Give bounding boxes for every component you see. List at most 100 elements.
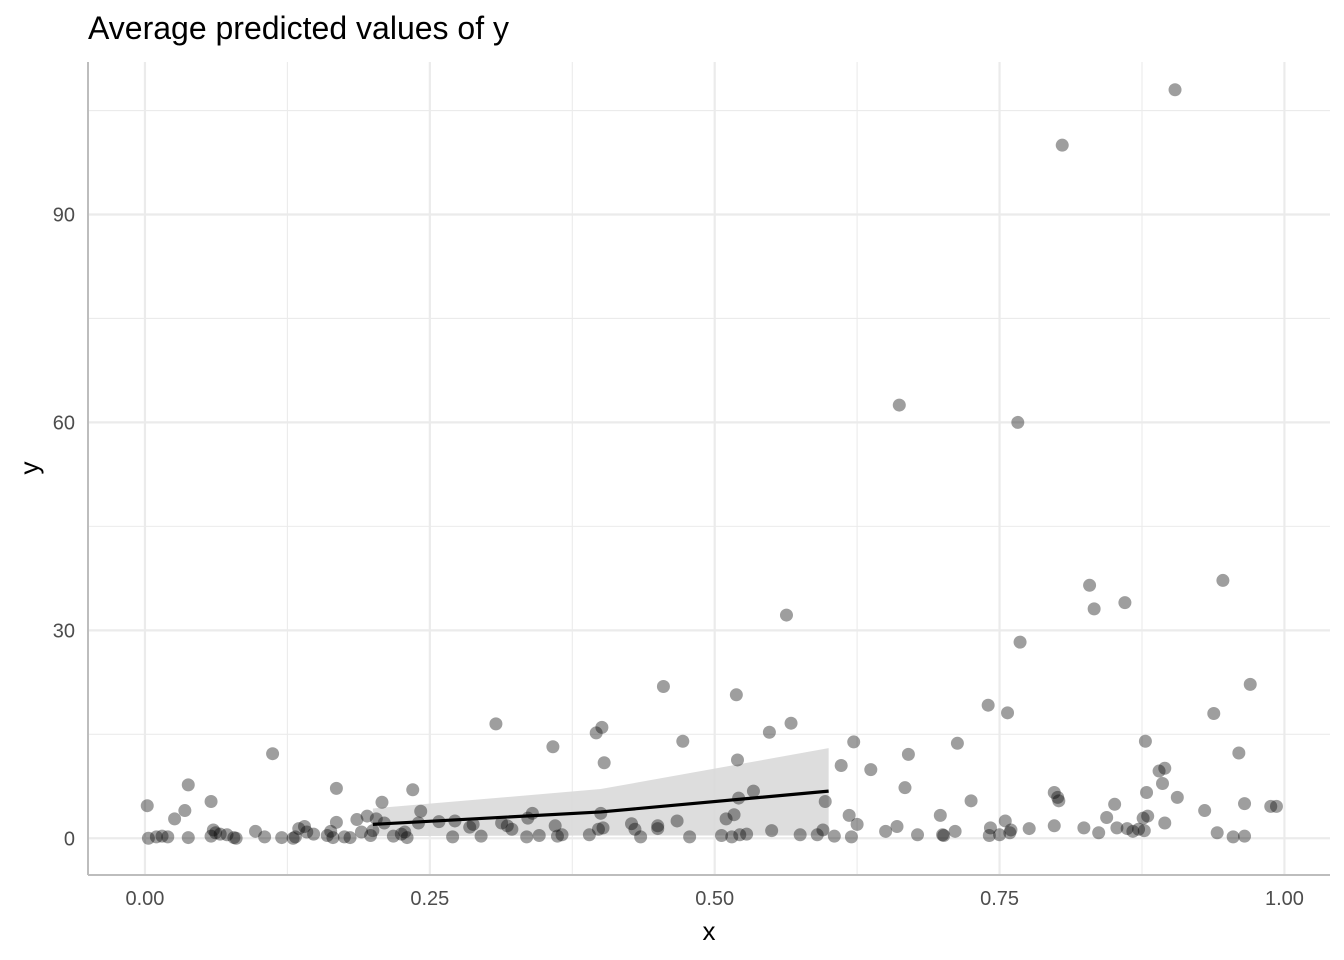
x-tick-label: 0.50 [695,888,734,910]
data-point [155,829,169,843]
y-tick-label: 30 [53,620,75,642]
x-tick-label: 0.00 [126,888,165,910]
data-point [343,831,357,845]
data-point [1198,804,1212,818]
data-point [204,795,218,809]
data-point [740,827,754,841]
data-point [555,828,569,842]
data-point [1243,677,1257,691]
data-point [178,804,192,818]
data-point [520,830,534,844]
data-point [292,822,306,836]
data-point [1238,797,1252,811]
data-point [548,819,562,833]
y-tick-label: 60 [53,412,75,434]
data-point [595,720,609,734]
data-point [937,828,951,842]
data-point [784,716,798,730]
data-point [320,828,334,842]
points-layer [140,83,1283,845]
data-point [1238,829,1252,843]
data-point [948,824,962,838]
data-point [297,819,311,833]
data-point [1118,596,1132,610]
data-point [446,830,460,844]
data-point [1158,761,1172,775]
data-point [596,821,610,835]
data-point [683,830,697,844]
data-point [1138,734,1152,748]
data-point [983,821,997,835]
data-point [827,829,841,843]
data-point [765,824,779,838]
data-point [818,795,832,809]
data-point [651,822,665,836]
data-point [1055,138,1069,152]
data-point [597,756,611,770]
data-point [149,830,163,844]
data-point [1269,799,1283,813]
data-point [911,828,925,842]
data-point [209,826,223,840]
data-point [307,827,321,841]
data-point [206,823,220,837]
data-point [248,824,262,838]
data-point [1210,826,1224,840]
prediction-line-layer [372,789,829,827]
x-tick-label: 0.25 [410,888,449,910]
data-point [505,822,519,836]
data-point [406,783,420,797]
data-point [1011,415,1025,429]
data-point [286,831,300,845]
data-point [1022,822,1036,836]
data-point [733,828,747,842]
data-point [369,812,383,826]
data-point [898,781,912,795]
data-point [141,831,155,845]
data-point [793,828,807,842]
data-point [656,679,670,693]
data-point [1087,602,1101,616]
data-point [1052,794,1066,808]
data-point [161,830,175,844]
data-point [229,831,243,845]
chart-title: Average predicted values of y [88,10,509,46]
data-point [354,825,368,839]
data-point [1001,706,1015,720]
data-point [1152,764,1166,778]
data-point [1126,824,1140,838]
data-point [398,825,412,839]
x-tick-label: 1.00 [1265,888,1304,910]
data-point [300,825,314,839]
data-point [936,828,950,842]
x-axis-title: x [703,916,716,946]
data-point [360,809,374,823]
data-point [676,734,690,748]
data-point [1108,797,1122,811]
data-point [258,830,272,844]
data-point [500,819,514,833]
data-point [715,828,729,842]
data-point [463,820,477,834]
data-point [546,740,560,754]
data-point [364,828,378,842]
data-point [1168,83,1182,97]
data-point [1083,578,1097,592]
data-point [727,808,741,822]
data-point [582,828,596,842]
data-point [746,784,760,798]
data-point [879,824,893,838]
x-tick-labels: 0.00 0.25 0.50 0.75 1.00 [126,888,1304,910]
confidence-band [372,748,829,837]
data-point [168,812,182,826]
data-point [466,817,480,831]
data-point [634,830,648,844]
prediction-line [372,789,829,827]
data-point [591,822,605,836]
data-point [1092,826,1106,840]
data-point [1110,821,1124,835]
data-point [651,819,665,833]
y-tick-label: 90 [53,204,75,226]
data-point [414,804,428,818]
data-point [834,758,848,772]
